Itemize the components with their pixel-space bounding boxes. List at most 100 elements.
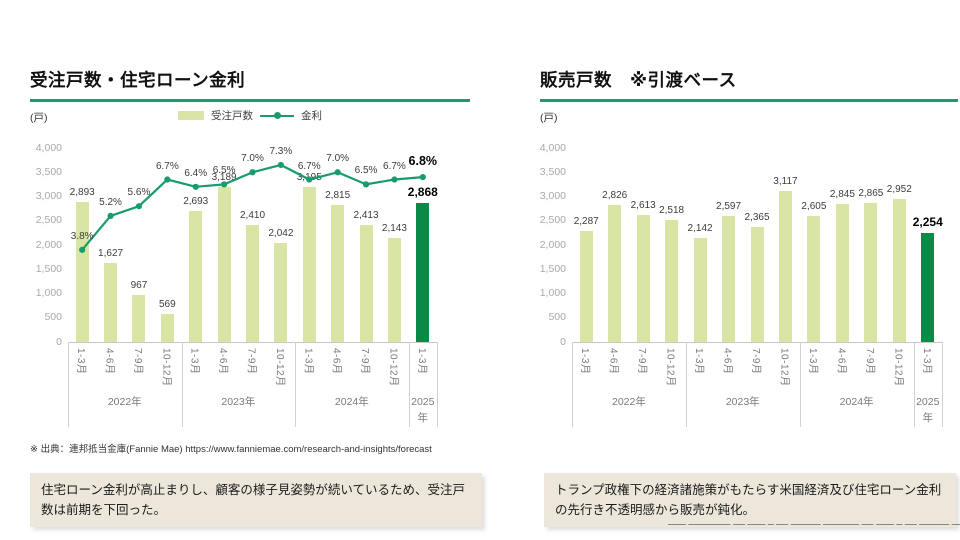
rate-value-label: 5.6% (127, 187, 151, 199)
year-group-divider (295, 342, 297, 427)
year-label: 2023年 (725, 396, 760, 408)
year-group-divider (68, 342, 69, 427)
bar-value-label: 3,117 (773, 175, 798, 187)
bar (274, 242, 288, 342)
orders-comment-box: 住宅ローン金利が高止まりし、顧客の様子見姿勢が続いているため、受注戸数は前期を下… (30, 473, 482, 527)
year-group-divider (913, 342, 915, 427)
x-axis-line (68, 342, 437, 343)
year-group-divider (181, 342, 183, 427)
year-group-divider (799, 342, 801, 427)
bar-value-label: 569 (159, 299, 176, 311)
x-tick-label: 4-6月 (330, 348, 342, 375)
bar-value-label: 2,413 (353, 209, 379, 221)
orders-legend-bar-swatch (178, 111, 204, 120)
x-tick-label: 1-3月 (693, 348, 705, 375)
bar (132, 295, 146, 342)
y-tick-label: 2,500 (539, 214, 566, 227)
rate-value-label: 5.2% (99, 196, 122, 208)
bar (722, 216, 736, 342)
bar-value-label: 2,410 (239, 210, 266, 222)
y-tick-label: 2,000 (539, 238, 566, 251)
bar (387, 238, 401, 342)
y-tick-label: 1,500 (35, 262, 62, 275)
x-tick-label: 7-9月 (131, 348, 143, 375)
x-tick-label: 10-12月 (387, 348, 399, 387)
y-tick-label: 3,000 (539, 190, 566, 202)
x-tick-label: 4-6月 (217, 348, 229, 375)
orders-unit-label: (戸) (30, 112, 48, 124)
x-tick-label: 10-12月 (664, 348, 676, 387)
bar (246, 225, 259, 342)
rate-value-label: 7.0% (326, 153, 350, 165)
rate-value-label: 7.0% (241, 153, 264, 165)
bar-value-label: 2,826 (602, 189, 628, 201)
y-tick-label: 4,000 (539, 141, 566, 154)
bar (835, 204, 849, 342)
orders-legend-line-swatch (260, 111, 294, 120)
year-label: 2025年 (411, 396, 435, 424)
source-note: ※ 出典：連邦抵当金庫(Fannie Mae) https://www.fann… (30, 444, 432, 455)
x-tick-label: 7-9月 (636, 348, 648, 375)
bar (693, 238, 707, 342)
rate-value-label: 6.5% (354, 165, 378, 177)
bar-value-label: 3,195 (296, 172, 322, 184)
sales-chart-panel: 販売戸数 ※引渡ベース (戸) 0 500 1,000 1,500 2,000 2,500… (540, 64, 958, 459)
x-tick-label: 7-9月 (245, 348, 257, 375)
bar-value-label: 2,605 (801, 200, 827, 212)
year-group-divider (942, 342, 943, 427)
bar-value-label: 2,952 (886, 183, 912, 195)
sales-title-underline: 販売戸数 ※引渡ベース (540, 64, 958, 102)
x-tick-label: 1-3月 (302, 348, 314, 375)
y-tick-label: 3,500 (539, 165, 566, 178)
y-tick-label: 1,000 (35, 287, 62, 299)
rate-value-label: 6.4% (184, 167, 208, 179)
bar (189, 211, 203, 342)
x-tick-label: 1-3月 (806, 348, 818, 375)
bar-value-label: 2,287 (573, 216, 599, 228)
x-tick-label: 4-6月 (721, 348, 733, 375)
bar-value-label: 2,815 (325, 190, 351, 202)
bar-value-label: 2,845 (829, 189, 855, 201)
x-tick-label: 1-3月 (920, 348, 932, 375)
bar (302, 187, 316, 342)
bar (864, 203, 878, 342)
bar-value-label: 2,365 (744, 212, 770, 224)
bar (608, 204, 622, 342)
x-tick-label: 7-9月 (750, 348, 761, 375)
y-tick-label: 2,500 (35, 214, 62, 227)
highlight-bar (416, 202, 430, 342)
bar (778, 190, 792, 342)
x-tick-label: 4-6月 (835, 348, 847, 375)
orders-chart: 0 500 1,000 1,500 2,000 2,500 3,000 3,500 4,000 2… (30, 100, 470, 445)
bar (579, 231, 593, 342)
year-group-divider (408, 342, 410, 427)
orders-legend-line-label: 金利 (301, 110, 322, 122)
bar (750, 227, 764, 342)
bar (665, 219, 679, 342)
y-tick-label: 500 (548, 311, 566, 324)
rate-value-label: 6.7% (155, 160, 179, 172)
year-label: 2024年 (839, 396, 874, 408)
bar (359, 224, 373, 342)
bar (892, 198, 906, 342)
y-tick-label: 1,000 (539, 287, 566, 299)
bar (75, 201, 89, 342)
bar (807, 215, 821, 342)
x-tick-label: 10-12月 (273, 348, 285, 387)
rate-value-label: 3.8% (70, 230, 94, 242)
sales-comment-box: トランプ政権下の経済諸施策がもたらす米国経済及び住宅ローン金利の先行き不透明感か… (544, 473, 956, 527)
bar-value-label: 2,142 (687, 223, 713, 235)
bar-value-label: 967 (130, 280, 148, 292)
bar-value-label: 2,597 (716, 201, 742, 213)
orders-chart-panel: 受注戸数・住宅ローン金利 (戸) 受注戸数 金利 0 500 1,000 1,500 2… (30, 64, 470, 459)
orders-legend: 受注戸数 金利 (30, 108, 470, 123)
y-tick-label: 0 (560, 335, 566, 348)
year-group-divider (572, 342, 573, 427)
x-tick-label: 4-6月 (607, 348, 619, 375)
y-tick-label: 3,000 (35, 190, 62, 202)
x-tick-label: 7-9月 (359, 348, 371, 375)
year-group-divider (437, 342, 438, 427)
x-axis-line (572, 342, 942, 343)
x-tick-label: 10-12月 (160, 348, 172, 387)
